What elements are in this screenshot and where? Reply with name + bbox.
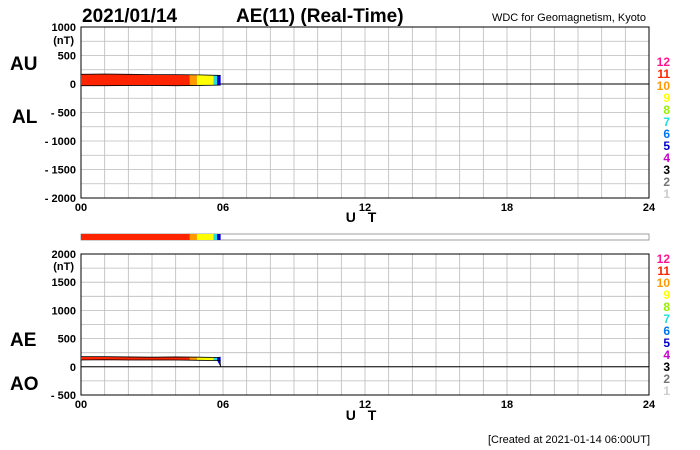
strip-count-band xyxy=(189,234,197,240)
created-timestamp: [Created at 2021-01-14 06:00UT] xyxy=(488,434,650,446)
bottom-series-line-ae xyxy=(81,356,222,367)
bottom-y-tick-label: - 500 xyxy=(51,390,76,402)
legend-count-7: 7 xyxy=(663,312,670,326)
bottom-y-tick-label: 1000 xyxy=(52,305,76,317)
legend-count-11: 11 xyxy=(657,264,670,278)
legend-count-2: 2 xyxy=(663,175,670,189)
plot-title: AE(11) (Real-Time) xyxy=(236,6,404,27)
bottom-count-band xyxy=(213,357,218,361)
legend-count-9: 9 xyxy=(663,288,670,302)
top-count-band xyxy=(189,74,197,86)
strip-count-band xyxy=(201,234,214,240)
top-count-band xyxy=(213,75,218,86)
bottom-plot-frame xyxy=(80,253,650,396)
top-count-band xyxy=(81,74,190,86)
bottom-x-tick-label: 00 xyxy=(75,399,87,411)
top-series-line-al xyxy=(81,84,221,87)
legend-count-4: 4 xyxy=(663,151,670,165)
legend-count-7: 7 xyxy=(663,115,670,129)
top-plot-frame xyxy=(80,26,650,199)
bottom-y-tick-label: 2000 xyxy=(52,249,76,261)
station-count-strip xyxy=(80,233,650,241)
legend-count-5: 5 xyxy=(663,336,670,350)
plot-date: 2021/01/14 xyxy=(82,6,178,27)
bottom-count-band xyxy=(196,357,202,361)
al-label: AL xyxy=(12,107,38,128)
legend-count-12: 12 xyxy=(657,252,671,266)
top-y-tick-label: 1000 xyxy=(52,22,76,34)
bottom-x-tick-label: 18 xyxy=(501,399,513,411)
legend-count-10: 10 xyxy=(657,276,671,290)
top-y-tick-label: - 500 xyxy=(51,108,76,120)
top-x-tick-label: 18 xyxy=(501,202,513,214)
top-x-tick-label: 00 xyxy=(75,202,87,214)
data-source: WDC for Geomagnetism, Kyoto xyxy=(492,12,646,24)
top-y-tick-label: 0 xyxy=(70,79,76,91)
legend-count-8: 8 xyxy=(663,300,670,314)
legend-count-10: 10 xyxy=(657,79,671,93)
top-unit-label: (nT) xyxy=(53,35,74,47)
legend-count-1: 1 xyxy=(663,384,670,398)
legend-count-8: 8 xyxy=(663,103,670,117)
bottom-count-band xyxy=(81,356,190,361)
bottom-count-band xyxy=(189,357,197,361)
top-x-tick-label: 06 xyxy=(217,202,229,214)
bottom-count-band xyxy=(201,357,214,361)
legend-count-2: 2 xyxy=(663,372,670,386)
legend-count-4: 4 xyxy=(663,348,670,362)
legend-count-1: 1 xyxy=(663,187,670,201)
top-y-tick-label: - 2000 xyxy=(45,193,76,205)
bottom-grid xyxy=(80,253,650,396)
legend-count-6: 6 xyxy=(663,324,670,338)
bottom-y-tick-label: 0 xyxy=(70,362,76,374)
legend-count-3: 3 xyxy=(663,360,670,374)
top-y-tick-label: - 1000 xyxy=(45,136,76,148)
legend-count-5: 5 xyxy=(663,139,670,153)
bottom-series-line-ao xyxy=(80,359,221,361)
top-y-tick-label: - 1500 xyxy=(45,165,76,177)
bottom-x-tick-label: 24 xyxy=(643,399,656,411)
au-label: AU xyxy=(10,54,37,75)
top-series-line-au xyxy=(80,73,221,76)
top-grid xyxy=(80,26,650,199)
strip-count-band xyxy=(213,234,218,240)
top-x-axis-title: U T xyxy=(346,209,381,225)
ao-label: AO xyxy=(10,374,39,395)
bottom-x-tick-label: 06 xyxy=(217,399,229,411)
legend-count-11: 11 xyxy=(657,67,670,81)
legend-count-3: 3 xyxy=(663,163,670,177)
strip-count-band xyxy=(217,234,221,240)
strip-count-band xyxy=(81,234,190,240)
bottom-x-axis-title: U T xyxy=(346,407,381,423)
top-count-band xyxy=(201,74,214,86)
legend-count-6: 6 xyxy=(663,127,670,141)
top-y-tick-label: 500 xyxy=(58,51,76,63)
bottom-unit-label: (nT) xyxy=(53,261,74,273)
bottom-y-tick-label: 500 xyxy=(58,334,76,346)
top-count-band xyxy=(196,74,202,86)
legend-count-12: 12 xyxy=(657,55,671,69)
bottom-x-tick-label: 12 xyxy=(359,399,371,411)
top-series-fill xyxy=(81,74,221,86)
top-x-tick-label: 24 xyxy=(643,202,656,214)
strip-count-band xyxy=(196,234,202,240)
legend-count-9: 9 xyxy=(663,91,670,105)
top-count-band xyxy=(217,75,221,86)
bottom-y-tick-label: 1500 xyxy=(52,277,76,289)
top-x-tick-label: 12 xyxy=(359,202,371,214)
ae-label: AE xyxy=(10,330,36,351)
